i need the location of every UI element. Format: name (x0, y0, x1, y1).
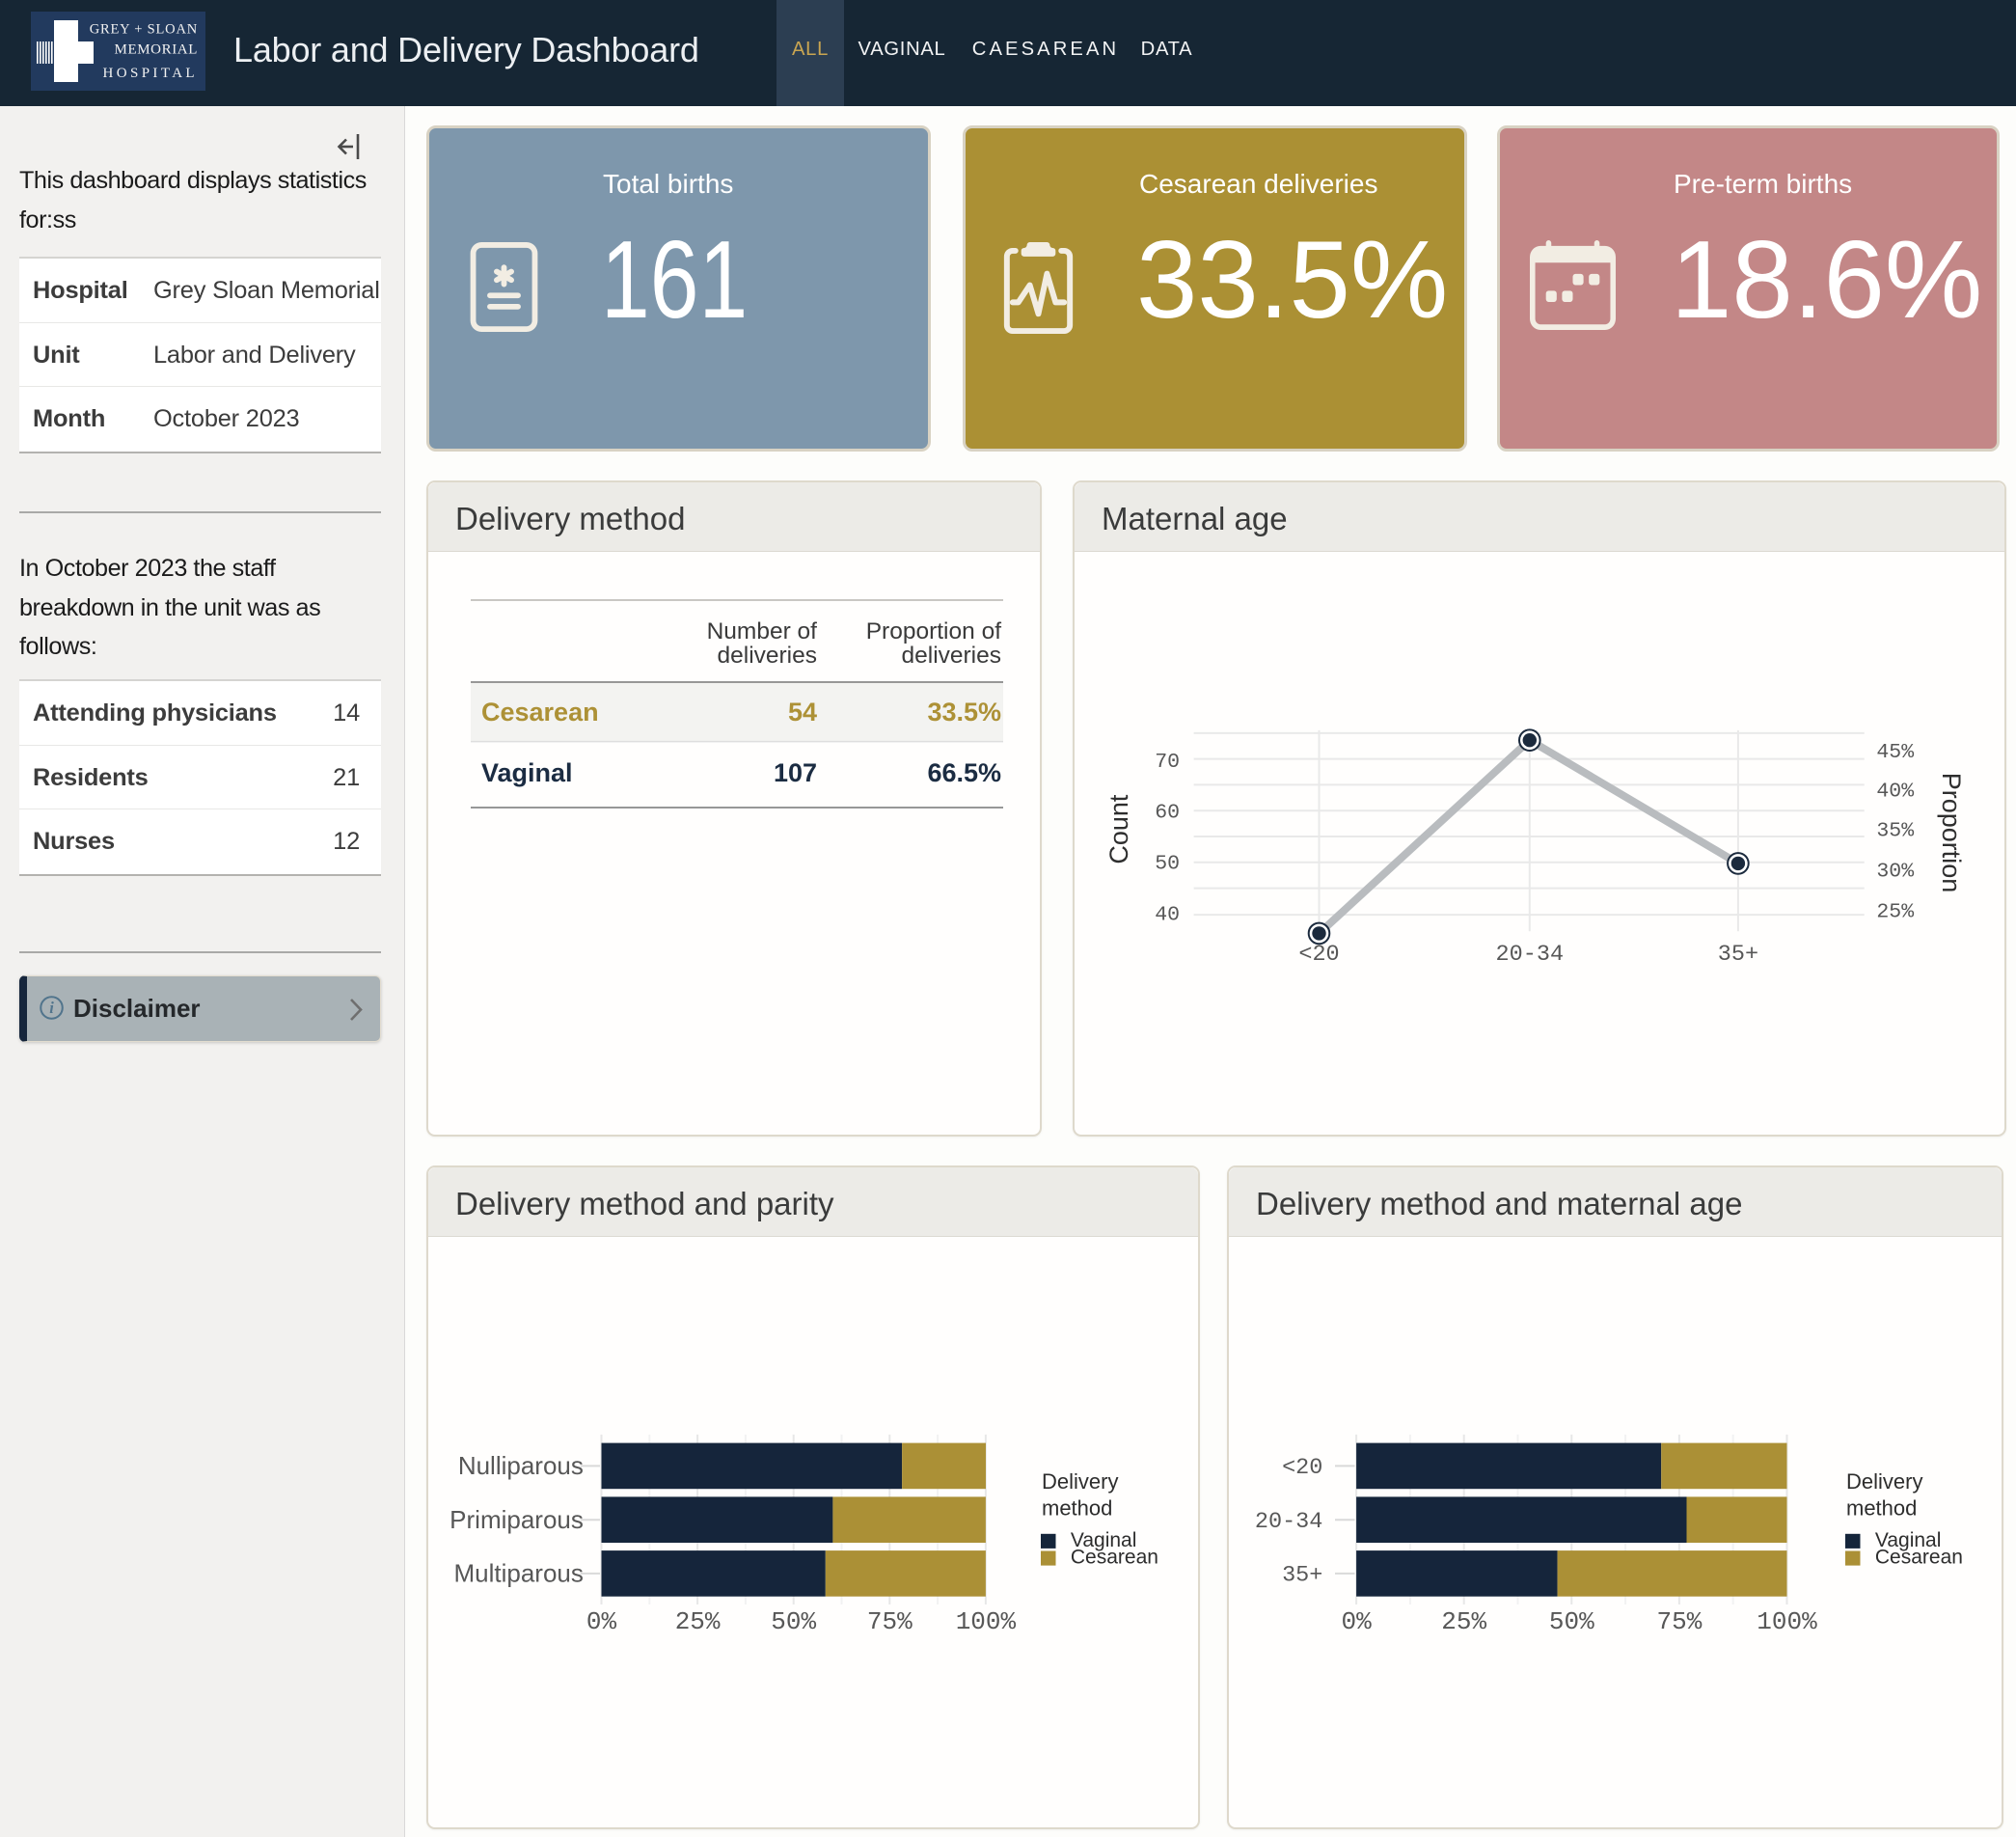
svg-text:Primiparous: Primiparous (450, 1505, 584, 1534)
svg-text:75%: 75% (867, 1607, 913, 1636)
svg-text:Count: Count (1104, 794, 1133, 864)
svg-text:0%: 0% (586, 1607, 617, 1636)
svg-text:35+: 35+ (1718, 942, 1758, 968)
svg-text:45%: 45% (1876, 741, 1914, 764)
svg-text:Proportion: Proportion (1937, 773, 1966, 893)
svg-text:25%: 25% (675, 1607, 721, 1636)
svg-text:54: 54 (788, 698, 817, 727)
svg-text:40%: 40% (1876, 781, 1914, 804)
svg-text:Cesarean: Cesarean (1071, 1547, 1158, 1569)
svg-text:Vaginal: Vaginal (1875, 1529, 1942, 1551)
svg-text:HOSPITAL: HOSPITAL (102, 66, 198, 81)
svg-text:MEMORIAL: MEMORIAL (115, 42, 198, 58)
svg-text:Vaginal: Vaginal (481, 758, 573, 787)
svg-text:deliveries: deliveries (718, 643, 818, 669)
svg-text:deliveries: deliveries (902, 643, 1002, 669)
svg-text:Number of: Number of (707, 618, 818, 644)
svg-text:Cesarean: Cesarean (481, 698, 599, 727)
svg-text:Proportion of: Proportion of (866, 618, 1001, 644)
svg-text:Cesarean: Cesarean (1875, 1547, 1963, 1569)
svg-text:25%: 25% (1441, 1607, 1486, 1636)
svg-text:40: 40 (1155, 903, 1180, 926)
svg-text:30%: 30% (1876, 860, 1914, 883)
svg-text:33.5%: 33.5% (927, 698, 1001, 727)
svg-text:method: method (1042, 1495, 1112, 1520)
svg-text:50: 50 (1155, 853, 1180, 876)
svg-text:Delivery: Delivery (1042, 1469, 1118, 1494)
svg-text:50%: 50% (771, 1607, 816, 1636)
svg-text:107: 107 (774, 758, 817, 787)
svg-text:GREY + SLOAN: GREY + SLOAN (90, 22, 198, 38)
svg-text:50%: 50% (1549, 1607, 1594, 1636)
svg-text:100%: 100% (956, 1607, 1017, 1636)
svg-text:Vaginal: Vaginal (1071, 1529, 1137, 1551)
svg-text:66.5%: 66.5% (927, 758, 1001, 787)
svg-text:<20: <20 (1298, 942, 1339, 968)
svg-text:Multiparous: Multiparous (453, 1559, 583, 1588)
svg-text:25%: 25% (1876, 901, 1914, 924)
svg-text:Nulliparous: Nulliparous (458, 1451, 584, 1480)
svg-text:Delivery: Delivery (1846, 1469, 1922, 1494)
svg-text:20-34: 20-34 (1496, 942, 1565, 968)
svg-text:i: i (49, 999, 54, 1017)
svg-text:method: method (1846, 1495, 1917, 1520)
svg-text:70: 70 (1155, 751, 1180, 774)
svg-text:0%: 0% (1341, 1607, 1372, 1636)
svg-text:<20: <20 (1282, 1455, 1322, 1481)
svg-text:35+: 35+ (1282, 1563, 1322, 1589)
svg-text:75%: 75% (1656, 1607, 1702, 1636)
svg-text:35%: 35% (1876, 820, 1914, 843)
svg-text:60: 60 (1155, 802, 1180, 825)
svg-text:100%: 100% (1757, 1607, 1817, 1636)
svg-text:20-34: 20-34 (1255, 1509, 1323, 1535)
